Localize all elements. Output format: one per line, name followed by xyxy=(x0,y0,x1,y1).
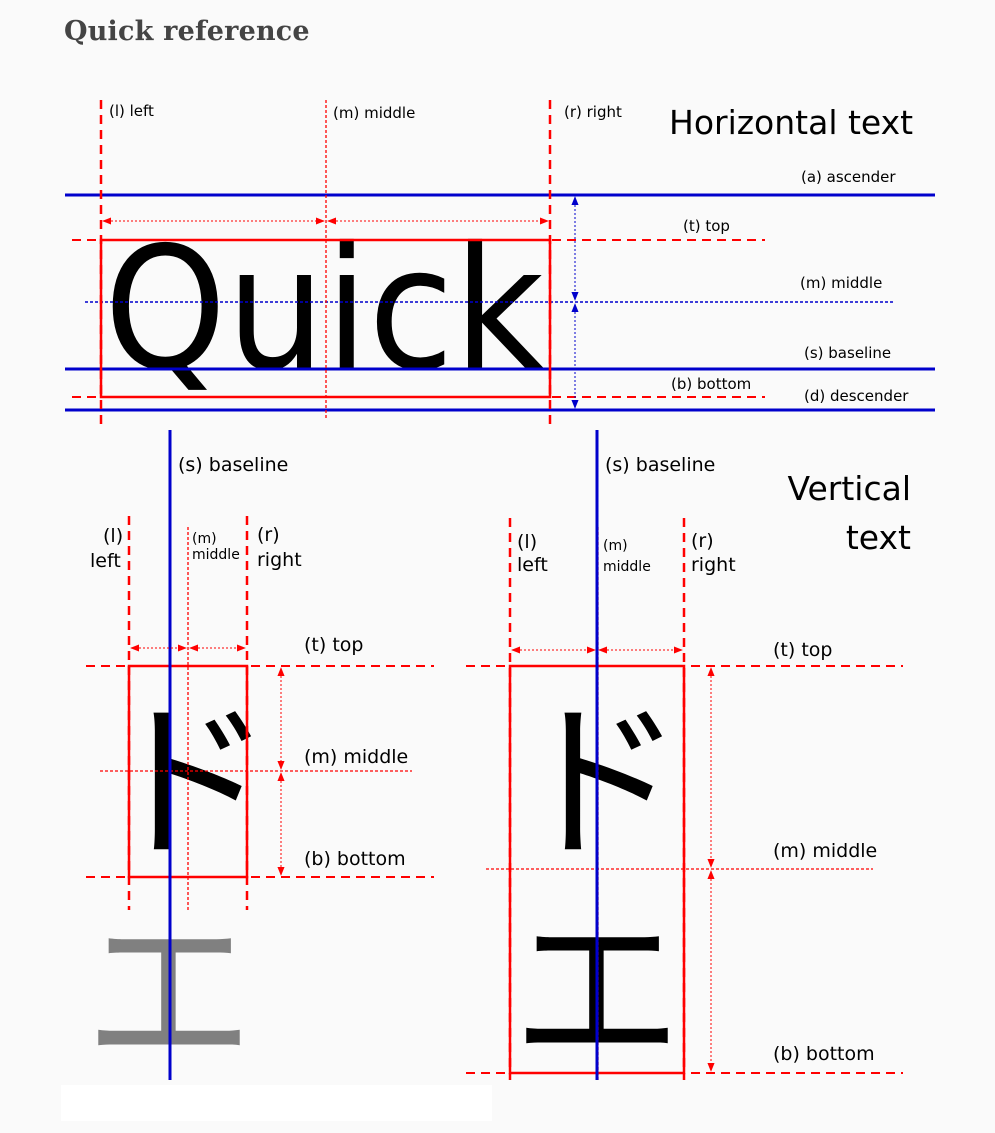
label-right: (r) right xyxy=(564,103,622,121)
horizontal-sample-word: Quick xyxy=(104,211,544,409)
page-heading: Quick reference xyxy=(64,16,310,47)
right-label-r-code: (r) xyxy=(691,530,714,552)
vertical-right-diagram: ド エ (s) baseline (l) left (m) mi xyxy=(466,430,903,1091)
right-label-middle: (m) middle xyxy=(773,840,877,862)
left-label-r-code: (r) xyxy=(257,524,280,546)
label-ascender: (a) ascender xyxy=(801,168,896,186)
horizontal-em-box xyxy=(99,238,552,399)
left-label-l-code: (l) xyxy=(103,525,123,547)
label-left: (l) left xyxy=(109,102,154,120)
left-label-r-word: right xyxy=(257,549,302,571)
horizontal-section: Quick Horizontal text (l) left xyxy=(65,100,935,425)
left-label-l-word: left xyxy=(90,550,121,572)
left-label-bottom: (b) bottom xyxy=(304,848,406,870)
right-label-m-code: (m) xyxy=(603,538,628,554)
horizontal-title: Horizontal text xyxy=(669,103,913,142)
left-label-baseline: (s) baseline xyxy=(178,454,288,476)
label-baseline: (s) baseline xyxy=(804,344,891,362)
right-label-baseline: (s) baseline xyxy=(605,454,715,476)
label-middle-horizontal: (m) middle xyxy=(800,274,882,292)
footer-blank-strip xyxy=(61,1085,492,1121)
right-label-m-word: middle xyxy=(603,559,651,575)
right-label-l-code: (l) xyxy=(517,531,537,553)
left-label-m-word: middle xyxy=(192,547,240,563)
right-glyph-do: ド xyxy=(514,685,684,883)
label-descender: (d) descender xyxy=(804,387,909,405)
right-label-r-word: right xyxy=(691,554,736,576)
vertical-title-line1: Vertical xyxy=(787,469,911,508)
vertical-left-diagram: ド エ (s) baseline (l) left (m) mi xyxy=(84,430,434,1093)
label-bottom: (b) bottom xyxy=(671,375,751,393)
right-label-top: (t) top xyxy=(773,639,832,661)
vertical-title-line2: text xyxy=(846,518,911,557)
left-label-top: (t) top xyxy=(304,634,363,656)
left-label-middle: (m) middle xyxy=(304,746,408,768)
right-label-bottom: (b) bottom xyxy=(773,1043,875,1065)
label-middle-vertical: (m) middle xyxy=(333,104,415,122)
right-label-l-word: left xyxy=(517,554,548,576)
left-label-m-code: (m) xyxy=(192,531,217,547)
label-top: (t) top xyxy=(683,217,730,235)
